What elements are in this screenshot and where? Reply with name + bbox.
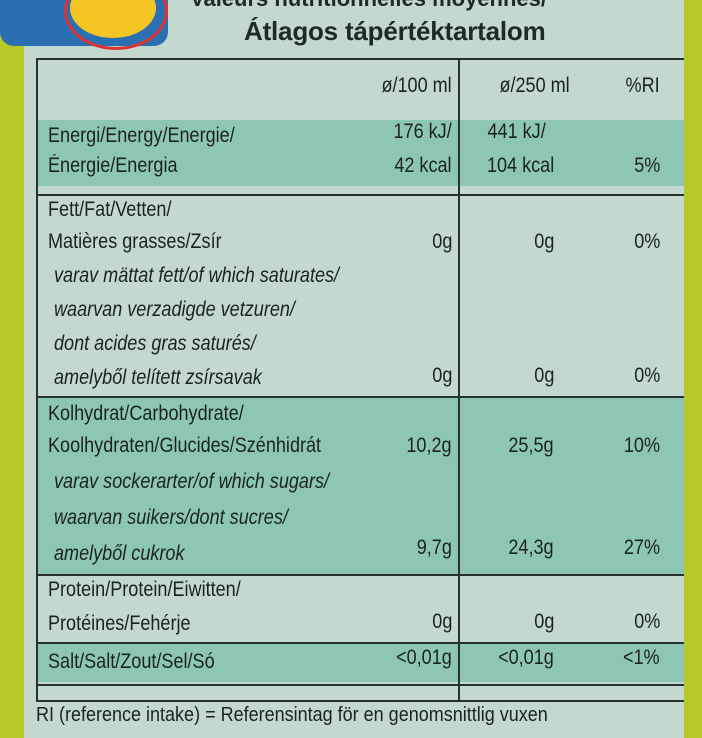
sugars-per250: 24,3g <box>508 536 554 559</box>
salt-row-bg <box>38 644 684 682</box>
sugars-label-1: varav sockerarter/of which sugars/ <box>54 470 330 493</box>
protein-label-1: Protein/Protein/Eiwitten/ <box>48 578 241 601</box>
saturates-ri: 0% <box>633 364 660 387</box>
salt-per100: <0,01g <box>396 646 452 669</box>
brand-logo <box>0 0 168 50</box>
protein-per100: 0g <box>431 610 452 633</box>
saturates-label-2: waarvan verzadigde vetzuren/ <box>54 298 295 321</box>
saturates-label-4: amelyből telített zsírsavak <box>54 366 262 389</box>
protein-label-2: Protéines/Fehérje <box>48 612 191 635</box>
col-header-per100: ø/100 ml <box>381 74 452 97</box>
fat-per100: 0g <box>431 230 452 253</box>
sugars-label-3: amelyből cukrok <box>54 542 185 565</box>
divider-after-salt <box>38 684 684 686</box>
ri-footnote: RI (reference intake) = Referensintag fö… <box>36 704 548 726</box>
sugars-label-2: waarvan suikers/dont sucres/ <box>54 506 288 529</box>
divider-after-energy <box>38 194 684 196</box>
salt-ri: <1% <box>623 646 660 669</box>
fat-per250: 0g <box>533 230 554 253</box>
col-header-ri: %RI <box>625 74 660 97</box>
nutrition-table: ø/100 ml ø/250 ml %RI Energi/Energy/Ener… <box>36 58 684 702</box>
salt-label: Salt/Salt/Zout/Sel/Só <box>48 650 215 673</box>
energy-per250-kj: 441 kJ/ <box>487 120 546 143</box>
fat-label-1: Fett/Fat/Vetten/ <box>48 198 172 221</box>
table-title: Átlagos tápértéktartalom <box>244 16 546 46</box>
saturates-per250: 0g <box>533 364 554 387</box>
sugars-per100: 9,7g <box>416 536 452 559</box>
sugars-ri: 27% <box>623 536 660 559</box>
carb-row-bg <box>38 398 684 574</box>
carb-label-1: Kolhydrat/Carbohydrate/ <box>48 402 244 425</box>
saturates-label-3: dont acides gras saturés/ <box>54 332 256 355</box>
partial-title: Valeurs nutritionnelles moyennes/ <box>190 0 547 12</box>
carb-per100: 10,2g <box>406 434 452 457</box>
energy-per100-kcal: 42 kcal <box>394 154 452 177</box>
fat-label-2: Matières grasses/Zsír <box>48 230 222 253</box>
protein-ri: 0% <box>633 610 660 633</box>
carb-per250: 25,5g <box>508 434 554 457</box>
carb-ri: 10% <box>623 434 660 457</box>
col-header-per250: ø/250 ml <box>499 74 570 97</box>
column-divider <box>458 60 460 700</box>
saturates-per100: 0g <box>431 364 452 387</box>
divider-after-fat <box>38 396 684 398</box>
divider-after-carb <box>38 574 684 576</box>
energy-label-1: Energi/Energy/Energie/ <box>48 124 235 147</box>
energy-ri: 5% <box>633 154 660 177</box>
protein-per250: 0g <box>533 610 554 633</box>
energy-label-2: Énergie/Energia <box>48 154 178 177</box>
salt-per250: <0,01g <box>498 646 554 669</box>
carb-label-2: Koolhydraten/Glucides/Szénhidrát <box>48 434 322 457</box>
energy-per100-kj: 176 kJ/ <box>393 120 452 143</box>
energy-row-bg <box>38 120 684 186</box>
energy-per250-kcal: 104 kcal <box>486 154 554 177</box>
saturates-label-1: varav mättat fett/of which saturates/ <box>54 264 340 287</box>
divider-after-protein <box>38 642 684 644</box>
fat-ri: 0% <box>633 230 660 253</box>
